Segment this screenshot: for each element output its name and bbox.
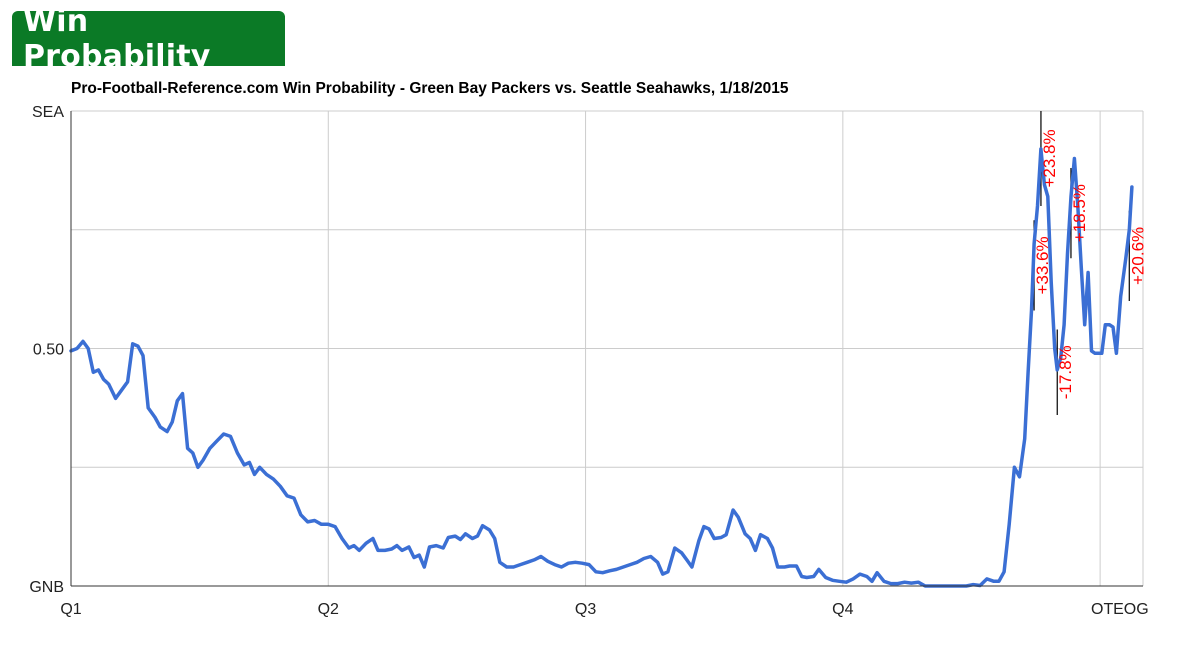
- chart-title: Pro-Football-Reference.com Win Probabili…: [71, 80, 789, 97]
- y-tick-label: 0.50: [33, 342, 64, 359]
- series-group: [69, 147, 1134, 588]
- annotation-label: +18.5%: [1070, 184, 1089, 242]
- axes: GNB 0.50 SEA Q1 Q2 Q3 Q4 OT EOG: [29, 104, 1148, 618]
- x-tick-label: Q1: [60, 601, 81, 618]
- header-title: Win Probability: [23, 3, 211, 74]
- annotation-label: +23.8%: [1040, 129, 1059, 187]
- y-tick-label: SEA: [32, 104, 64, 121]
- win-probability-line: [69, 147, 1134, 588]
- grid-lines: [71, 110, 1144, 586]
- x-tick-label: Q3: [575, 601, 596, 618]
- win-probability-header: Win Probability: [12, 4, 285, 74]
- annotation-label: +20.6%: [1128, 227, 1147, 285]
- annotation-label: -17.8%: [1056, 345, 1075, 399]
- x-tick-label: Q2: [318, 601, 339, 618]
- annotation-labels: +33.6% +23.8% -17.8% +18.5% +20.6%: [1033, 129, 1147, 399]
- x-tick-label: EOG: [1113, 601, 1149, 618]
- annotation-label: +33.6%: [1033, 236, 1052, 294]
- x-tick-label: Q4: [832, 601, 853, 618]
- y-tick-label: GNB: [29, 579, 64, 596]
- x-tick-label: OT: [1091, 601, 1113, 618]
